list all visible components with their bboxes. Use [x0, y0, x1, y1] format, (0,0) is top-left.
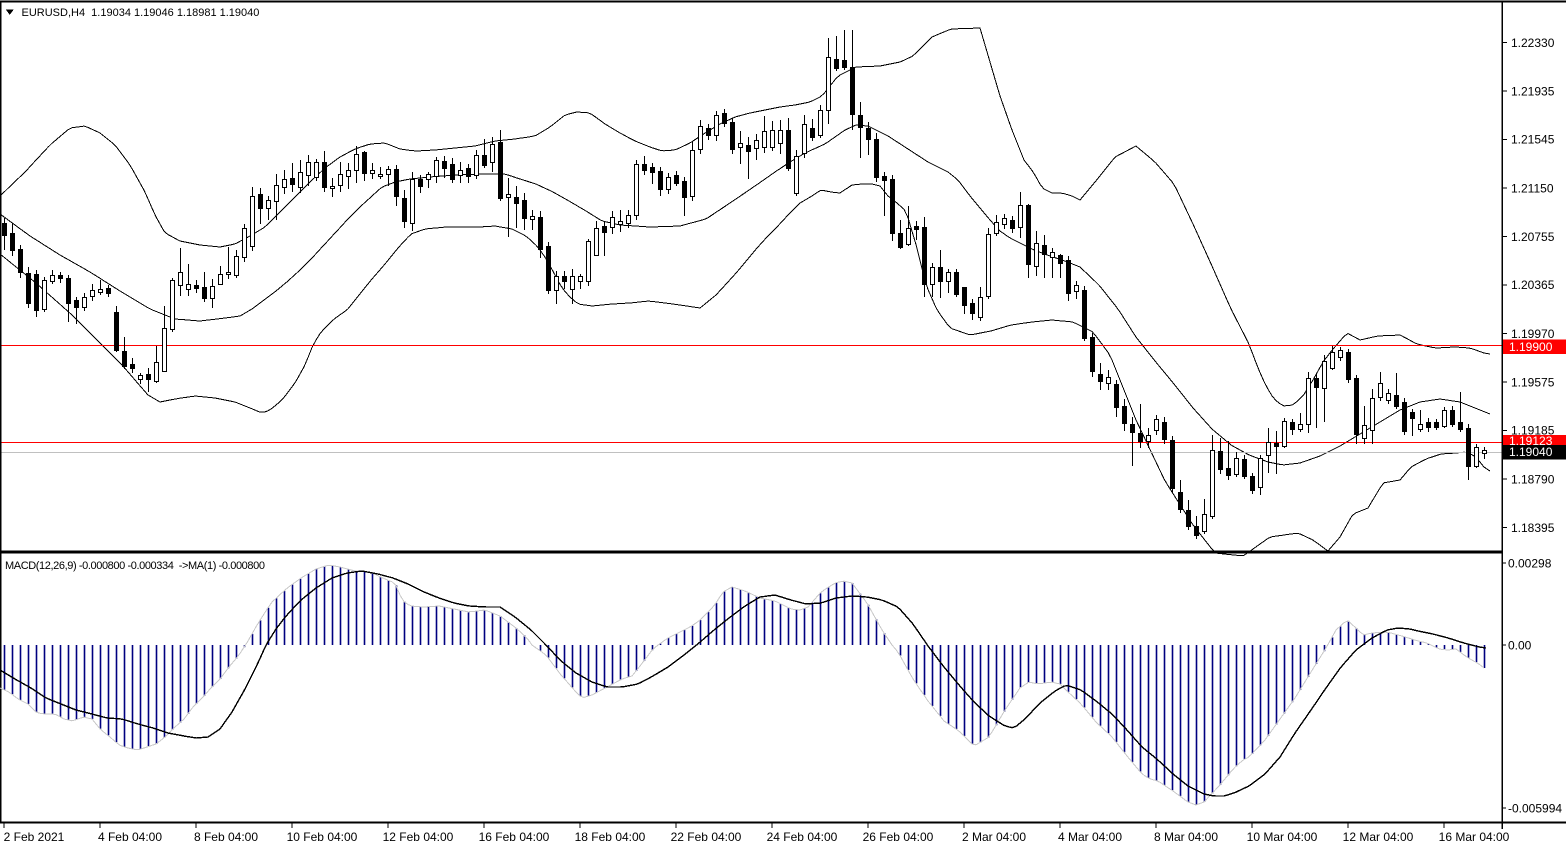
- svg-text:1.20365: 1.20365: [1511, 278, 1555, 292]
- svg-text:24 Feb 04:00: 24 Feb 04:00: [767, 830, 838, 844]
- svg-text:12 Feb 04:00: 12 Feb 04:00: [383, 830, 454, 844]
- svg-text:1.21545: 1.21545: [1511, 133, 1555, 147]
- svg-text:1.19970: 1.19970: [1511, 327, 1555, 341]
- svg-text:12 Mar 04:00: 12 Mar 04:00: [1343, 830, 1414, 844]
- svg-text:16 Feb 04:00: 16 Feb 04:00: [479, 830, 550, 844]
- svg-text:2 Feb 2021: 2 Feb 2021: [4, 830, 65, 844]
- svg-text:1.21935: 1.21935: [1511, 85, 1555, 99]
- svg-text:10 Mar 04:00: 10 Mar 04:00: [1247, 830, 1318, 844]
- svg-text:4 Mar 04:00: 4 Mar 04:00: [1058, 830, 1122, 844]
- svg-text:1.19575: 1.19575: [1511, 376, 1555, 390]
- svg-text:26 Feb 04:00: 26 Feb 04:00: [863, 830, 934, 844]
- svg-text:18 Feb 04:00: 18 Feb 04:00: [575, 830, 646, 844]
- svg-text:8 Feb 04:00: 8 Feb 04:00: [194, 830, 258, 844]
- svg-text:1.21150: 1.21150: [1511, 181, 1554, 195]
- svg-text:MACD(12,26,9) -0.000800 -0.000: MACD(12,26,9) -0.000800 -0.000334 ->MA(1…: [5, 560, 265, 572]
- svg-text:1.19185: 1.19185: [1511, 424, 1555, 438]
- svg-text:1.18790: 1.18790: [1511, 472, 1555, 486]
- svg-text:1.19123: 1.19123: [1509, 434, 1553, 448]
- svg-text:1.22330: 1.22330: [1511, 36, 1555, 50]
- svg-text:10 Feb 04:00: 10 Feb 04:00: [287, 830, 358, 844]
- svg-text:1.19900: 1.19900: [1509, 340, 1553, 354]
- svg-text:0.00298: 0.00298: [1508, 556, 1552, 570]
- svg-text:22 Feb 04:00: 22 Feb 04:00: [671, 830, 742, 844]
- svg-text:16 Mar 04:00: 16 Mar 04:00: [1439, 830, 1510, 844]
- svg-text:2 Mar 04:00: 2 Mar 04:00: [962, 830, 1026, 844]
- svg-text:4 Feb 04:00: 4 Feb 04:00: [98, 830, 162, 844]
- svg-text:1.20755: 1.20755: [1511, 230, 1555, 244]
- svg-text:EURUSD,H4 1.19034 1.19046 1.1: EURUSD,H4 1.19034 1.19046 1.18981 1.1904…: [22, 7, 260, 19]
- svg-text:-0.005994: -0.005994: [1508, 801, 1562, 815]
- svg-text:8 Mar 04:00: 8 Mar 04:00: [1154, 830, 1218, 844]
- svg-text:1.18395: 1.18395: [1511, 521, 1555, 535]
- svg-text:0.00: 0.00: [1508, 638, 1532, 652]
- svg-text:1.19040: 1.19040: [1509, 445, 1553, 459]
